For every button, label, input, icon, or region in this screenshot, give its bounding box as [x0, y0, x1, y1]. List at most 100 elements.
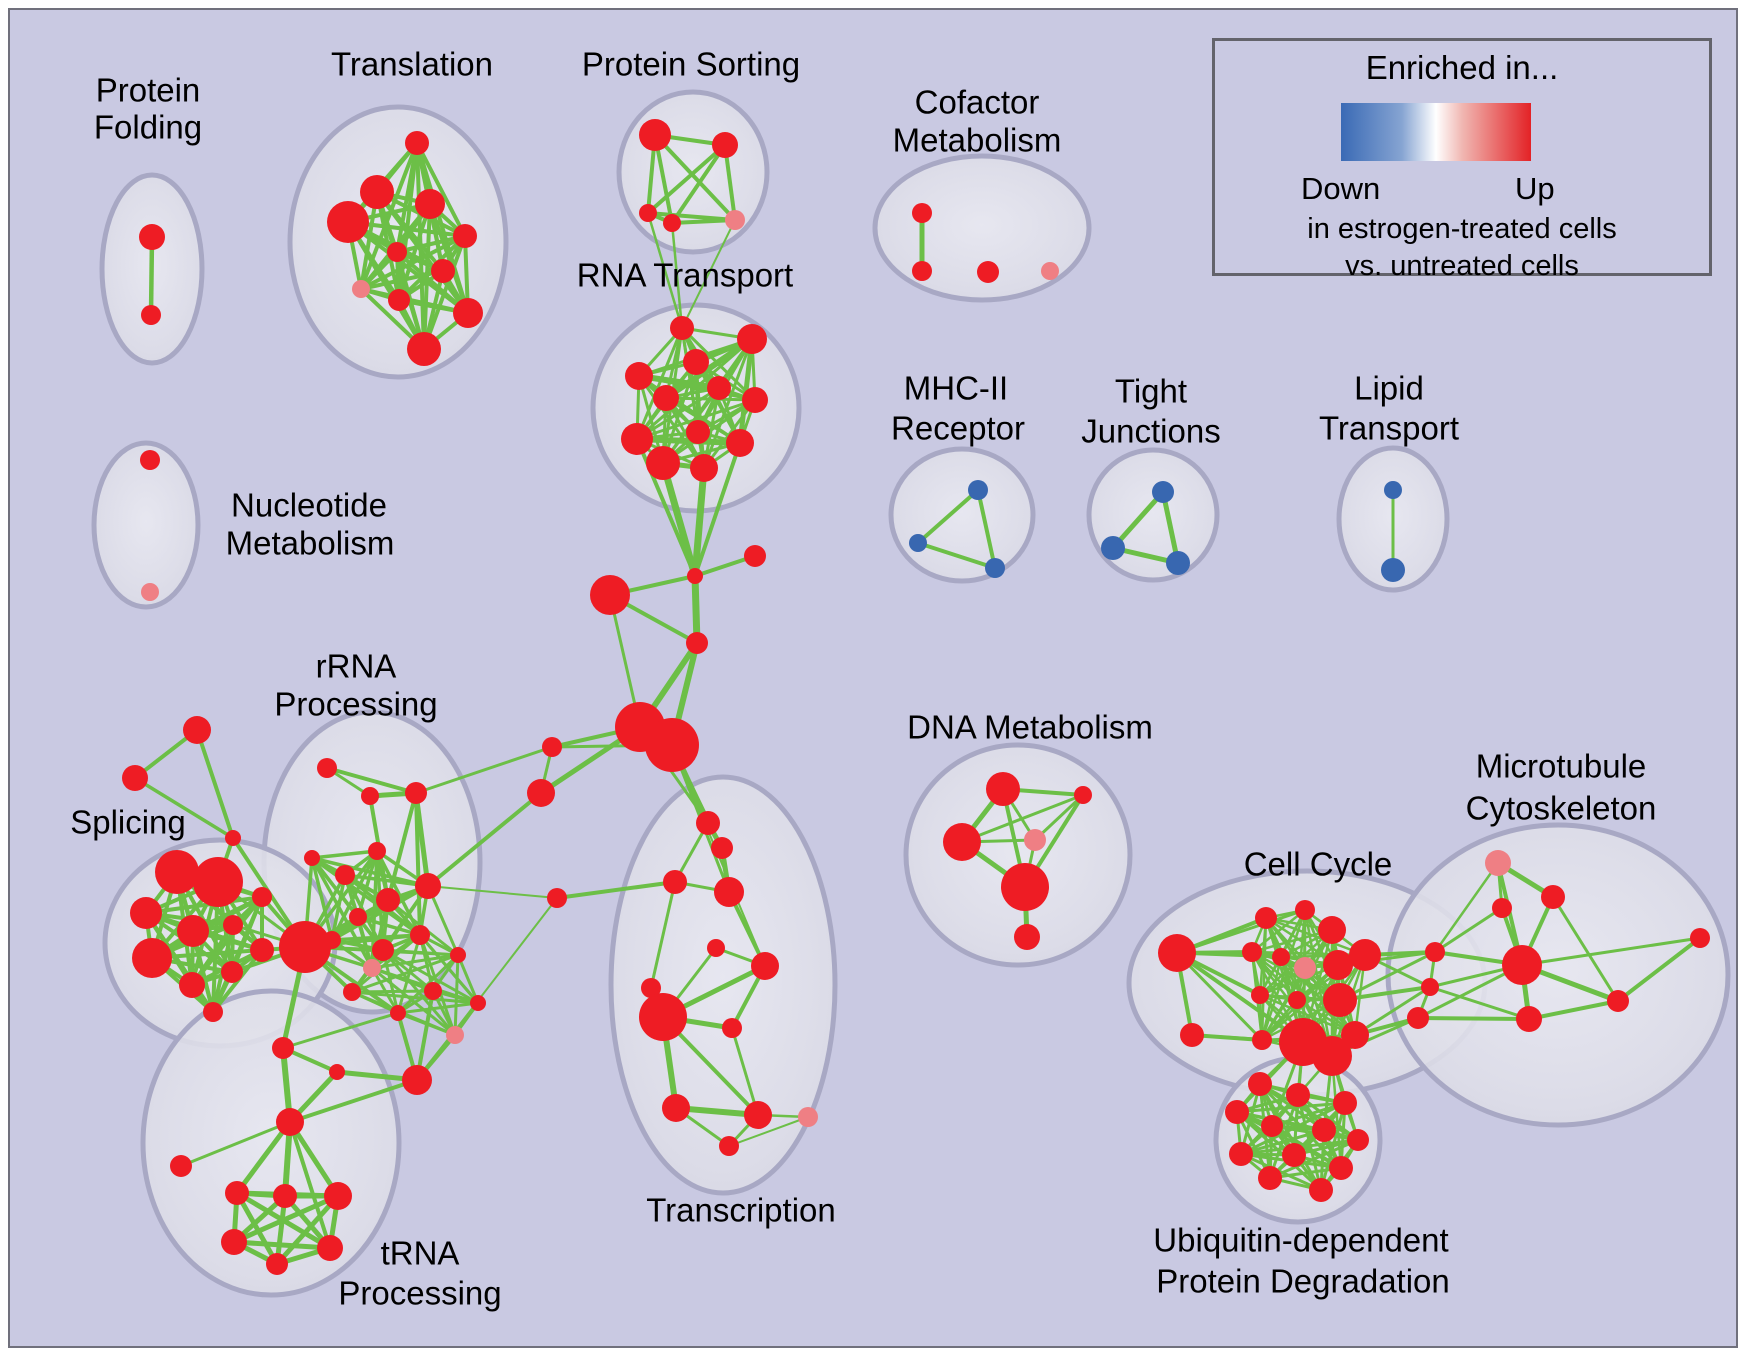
- cluster-label-microtubule-cytoskeleton-line1: Microtubule: [1476, 748, 1647, 785]
- cluster-label-cofactor-metabolism-line2: Metabolism: [893, 122, 1062, 159]
- node-S1: [155, 850, 199, 894]
- network-edge: [311, 856, 429, 888]
- network-edge: [665, 396, 756, 402]
- node-D4: [1024, 829, 1046, 851]
- network-edge: [916, 488, 980, 545]
- cluster-label-lipid-transport-line1: Lipid: [1354, 370, 1424, 407]
- network-edge: [670, 222, 684, 329]
- network-edge: [1235, 1110, 1323, 1192]
- node-S10: [250, 938, 274, 962]
- node-M6: [1516, 1006, 1542, 1032]
- node-TL6: [387, 242, 407, 262]
- network-edge: [1433, 862, 1500, 953]
- node-E8: [450, 947, 466, 963]
- node-U5: [1261, 1115, 1283, 1137]
- network-edge: [395, 250, 470, 315]
- node-RT10: [726, 429, 754, 457]
- node-TL2: [360, 175, 394, 209]
- node-MH3: [985, 558, 1005, 578]
- node-R4: [368, 842, 386, 860]
- node-T5: [707, 939, 725, 957]
- network-edge: [653, 133, 737, 222]
- node-J2: [1421, 978, 1439, 996]
- node-RT4: [625, 362, 653, 390]
- cluster-ellipse-mhc-ii-receptor: [888, 446, 1036, 584]
- node-S9: [221, 961, 243, 983]
- node-CF4: [1041, 262, 1059, 280]
- network-edge: [371, 953, 459, 970]
- node-LP2: [1381, 558, 1405, 582]
- network-edge: [195, 729, 235, 839]
- node-TL1: [405, 131, 429, 155]
- node-TI: [170, 1155, 192, 1177]
- node-E7: [470, 995, 486, 1011]
- node-PF1: [139, 224, 165, 250]
- network-edge: [418, 934, 480, 1004]
- network-edge: [190, 895, 264, 987]
- node-C12: [1288, 991, 1306, 1009]
- node-M5: [1607, 990, 1629, 1012]
- network-edge: [1528, 999, 1619, 1021]
- network-edge: [702, 338, 754, 469]
- cluster-ellipse-nucleotide-metabolism: [91, 440, 201, 610]
- cluster-label-nucleotide-metabolism-line2: Metabolism: [226, 525, 395, 562]
- node-CF3: [977, 261, 999, 283]
- node-T12: [798, 1107, 818, 1127]
- node-TL3: [327, 201, 369, 243]
- network-edge: [414, 792, 422, 936]
- node-U2: [1286, 1083, 1310, 1107]
- node-PS1: [639, 119, 671, 151]
- network-edge: [134, 776, 234, 840]
- node-CH3: [590, 575, 630, 615]
- network-edge: [351, 933, 421, 994]
- cluster-label-dna-metabolism: DNA Metabolism: [907, 709, 1153, 746]
- network-edge: [1429, 985, 1530, 1021]
- network-edge: [1111, 490, 1165, 550]
- node-U11: [1258, 1166, 1282, 1190]
- legend-gradient-bar: [1341, 103, 1531, 161]
- node-U8: [1229, 1142, 1253, 1166]
- cluster-label-trna-processing-line2: Processing: [338, 1275, 501, 1312]
- node-C6: [1272, 948, 1290, 966]
- node-S6: [252, 887, 272, 907]
- cluster-label-ubiquitin-degradation-line1: Ubiquitin-dependent: [1153, 1222, 1448, 1259]
- network-edge: [670, 143, 727, 225]
- node-D2: [1074, 786, 1092, 804]
- node-TR2: [122, 765, 148, 791]
- node-C1: [1158, 934, 1196, 972]
- node-T7: [641, 978, 661, 998]
- network-edge: [282, 1011, 399, 1050]
- node-TJ1: [1152, 481, 1174, 503]
- network-edge: [1251, 909, 1306, 953]
- node-T2: [711, 837, 733, 859]
- network-edge: [1551, 896, 1620, 1002]
- network-edge: [636, 386, 720, 441]
- node-D1: [986, 772, 1020, 806]
- cluster-label-protein-folding-line2: Folding: [94, 109, 202, 146]
- node-TJ2: [1101, 536, 1125, 560]
- network-edge: [693, 442, 742, 577]
- node-RT5: [707, 376, 731, 400]
- cluster-label-mhc-ii-receptor-line1: MHC-II: [904, 370, 1008, 407]
- cluster-ellipse-microtubule-cytoskeleton: [1385, 822, 1731, 1128]
- node-D6: [1014, 924, 1040, 950]
- node-RT3: [683, 349, 709, 375]
- network-edge: [234, 1191, 280, 1266]
- node-R11: [372, 939, 394, 961]
- cluster-label-cofactor-metabolism-line1: Cofactor: [915, 84, 1040, 121]
- node-TA4: [221, 1229, 247, 1255]
- network-edge: [1175, 951, 1264, 1042]
- network-edge: [917, 541, 996, 570]
- node-C11: [1251, 986, 1269, 1004]
- network-edge: [310, 857, 334, 941]
- node-TJ3: [1166, 551, 1190, 575]
- node-U7: [1347, 1129, 1369, 1151]
- node-U1: [1248, 1072, 1272, 1096]
- node-CF1: [912, 203, 932, 223]
- node-U3: [1333, 1091, 1357, 1115]
- node-TL5: [453, 224, 477, 248]
- network-edge: [1434, 906, 1503, 954]
- cluster-label-rrna-processing-line2: Processing: [274, 686, 437, 723]
- node-C16: [1341, 1021, 1369, 1049]
- network-edge: [357, 915, 421, 937]
